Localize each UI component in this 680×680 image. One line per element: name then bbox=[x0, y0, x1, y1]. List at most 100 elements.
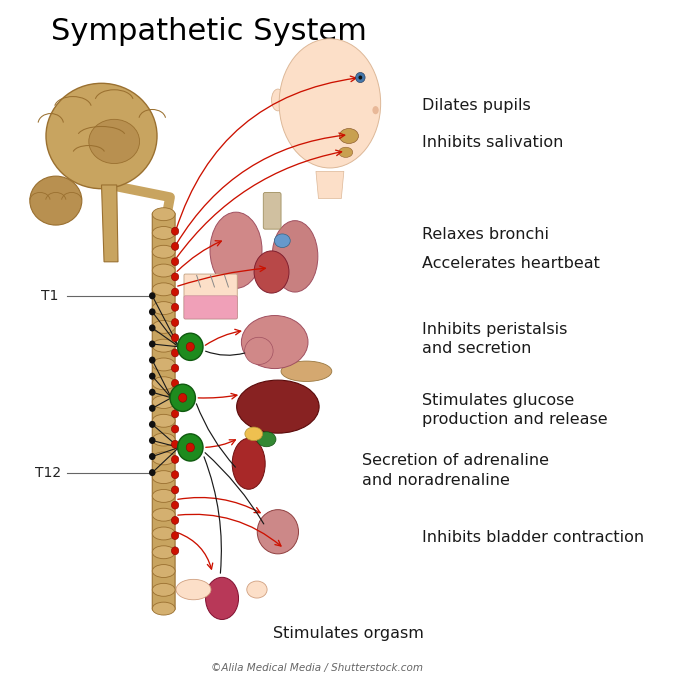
Circle shape bbox=[149, 421, 156, 428]
Ellipse shape bbox=[152, 226, 175, 239]
FancyBboxPatch shape bbox=[152, 212, 175, 611]
Ellipse shape bbox=[152, 396, 175, 409]
Circle shape bbox=[358, 75, 362, 80]
FancyBboxPatch shape bbox=[263, 192, 281, 229]
Circle shape bbox=[171, 441, 179, 448]
Circle shape bbox=[356, 72, 365, 83]
Circle shape bbox=[149, 469, 156, 476]
Circle shape bbox=[149, 453, 156, 460]
Circle shape bbox=[171, 425, 179, 433]
Circle shape bbox=[149, 324, 156, 331]
Circle shape bbox=[171, 273, 179, 281]
Ellipse shape bbox=[245, 427, 262, 441]
Circle shape bbox=[171, 379, 179, 388]
Ellipse shape bbox=[152, 433, 175, 446]
Ellipse shape bbox=[241, 316, 308, 369]
Circle shape bbox=[171, 349, 179, 357]
FancyBboxPatch shape bbox=[184, 296, 237, 319]
Ellipse shape bbox=[152, 508, 175, 521]
Text: T1: T1 bbox=[41, 289, 58, 303]
Circle shape bbox=[171, 288, 179, 296]
Ellipse shape bbox=[237, 380, 319, 433]
Text: T12: T12 bbox=[35, 466, 61, 479]
Ellipse shape bbox=[152, 339, 175, 352]
Ellipse shape bbox=[46, 83, 157, 188]
Circle shape bbox=[149, 356, 156, 364]
Polygon shape bbox=[101, 185, 118, 262]
Ellipse shape bbox=[152, 527, 175, 540]
Text: Accelerates heartbeat: Accelerates heartbeat bbox=[422, 256, 600, 271]
Circle shape bbox=[171, 258, 179, 266]
Ellipse shape bbox=[271, 89, 284, 111]
Ellipse shape bbox=[152, 452, 175, 465]
Ellipse shape bbox=[339, 129, 358, 143]
Ellipse shape bbox=[339, 147, 353, 158]
Circle shape bbox=[177, 434, 203, 461]
Ellipse shape bbox=[232, 439, 265, 490]
FancyBboxPatch shape bbox=[184, 274, 237, 319]
Text: Dilates pupils: Dilates pupils bbox=[422, 98, 530, 113]
Ellipse shape bbox=[152, 283, 175, 296]
Ellipse shape bbox=[152, 471, 175, 483]
Ellipse shape bbox=[245, 337, 273, 364]
Circle shape bbox=[171, 303, 179, 311]
Circle shape bbox=[171, 486, 179, 494]
Ellipse shape bbox=[373, 106, 379, 114]
Circle shape bbox=[171, 410, 179, 418]
Circle shape bbox=[171, 516, 179, 524]
Ellipse shape bbox=[152, 208, 175, 220]
Polygon shape bbox=[316, 171, 344, 199]
Ellipse shape bbox=[152, 490, 175, 503]
Ellipse shape bbox=[275, 234, 290, 248]
Circle shape bbox=[149, 373, 156, 379]
Text: Inhibits peristalsis
and secretion: Inhibits peristalsis and secretion bbox=[422, 322, 567, 356]
Circle shape bbox=[149, 308, 156, 316]
Ellipse shape bbox=[152, 302, 175, 315]
Circle shape bbox=[149, 292, 156, 299]
Ellipse shape bbox=[257, 510, 299, 554]
Ellipse shape bbox=[279, 39, 381, 168]
Circle shape bbox=[179, 393, 187, 403]
Circle shape bbox=[171, 547, 179, 555]
Circle shape bbox=[171, 501, 179, 509]
Circle shape bbox=[171, 456, 179, 464]
Circle shape bbox=[149, 405, 156, 412]
Ellipse shape bbox=[152, 377, 175, 390]
Circle shape bbox=[186, 443, 194, 452]
Circle shape bbox=[171, 318, 179, 326]
Ellipse shape bbox=[254, 251, 289, 293]
Text: Stimulates orgasm: Stimulates orgasm bbox=[273, 626, 424, 641]
Ellipse shape bbox=[152, 564, 175, 577]
Text: ©Alila Medical Media / Shutterstock.com: ©Alila Medical Media / Shutterstock.com bbox=[211, 663, 423, 673]
Circle shape bbox=[171, 227, 179, 235]
Ellipse shape bbox=[247, 581, 267, 598]
Circle shape bbox=[177, 333, 203, 360]
Ellipse shape bbox=[30, 176, 82, 225]
Ellipse shape bbox=[152, 320, 175, 333]
Circle shape bbox=[171, 532, 179, 539]
Circle shape bbox=[171, 243, 179, 250]
Ellipse shape bbox=[152, 358, 175, 371]
Text: Inhibits bladder contraction: Inhibits bladder contraction bbox=[422, 530, 644, 545]
Ellipse shape bbox=[205, 577, 239, 619]
Ellipse shape bbox=[89, 119, 139, 163]
Circle shape bbox=[171, 471, 179, 479]
Text: Sympathetic System: Sympathetic System bbox=[51, 17, 367, 46]
Circle shape bbox=[171, 394, 179, 403]
Ellipse shape bbox=[210, 212, 262, 288]
Ellipse shape bbox=[152, 546, 175, 559]
Ellipse shape bbox=[272, 220, 318, 292]
Ellipse shape bbox=[152, 583, 175, 596]
Text: Relaxes bronchi: Relaxes bronchi bbox=[422, 227, 549, 242]
Ellipse shape bbox=[152, 602, 175, 615]
Text: Stimulates glucose
production and release: Stimulates glucose production and releas… bbox=[422, 393, 607, 427]
Circle shape bbox=[149, 341, 156, 347]
Circle shape bbox=[170, 384, 195, 411]
Circle shape bbox=[149, 389, 156, 396]
Circle shape bbox=[186, 343, 194, 352]
Ellipse shape bbox=[281, 361, 332, 381]
Ellipse shape bbox=[152, 414, 175, 427]
Ellipse shape bbox=[257, 432, 276, 447]
Text: Inhibits salivation: Inhibits salivation bbox=[422, 135, 563, 150]
Circle shape bbox=[171, 364, 179, 372]
